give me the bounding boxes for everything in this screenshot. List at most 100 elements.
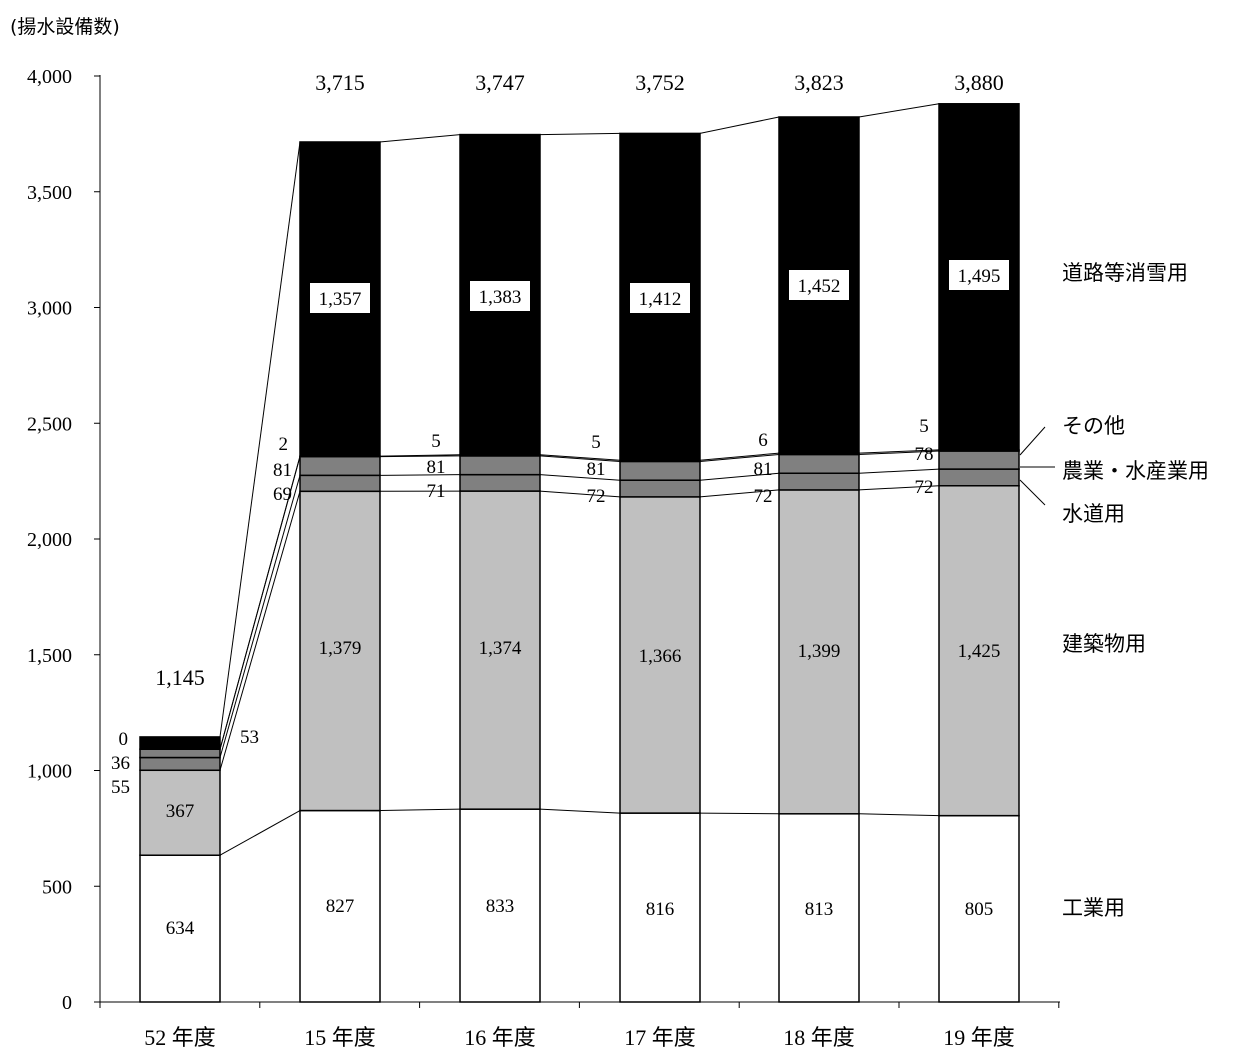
connector-line-other: [219, 455, 301, 750]
x-category-label: 15 年度: [304, 1025, 376, 1050]
connector-line-industrial: [699, 812, 780, 815]
connector-line-building: [219, 491, 301, 771]
legend-label-agri: 農業・水産業用: [1062, 459, 1209, 483]
bar-segment-building: [778, 489, 860, 815]
y-tick-label: 1,500: [27, 645, 72, 667]
data-label-snow: 1,383: [479, 287, 522, 308]
bar-segment-industrial: [299, 809, 381, 1003]
bar-segment-building: [459, 490, 541, 810]
data-label-water: 55: [111, 777, 130, 798]
data-label-box-snow: [310, 283, 370, 313]
data-label-other: 0: [119, 729, 129, 750]
data-label-box-snow: [470, 281, 530, 311]
y-tick-label: 3,000: [27, 298, 72, 320]
x-category-label: 18 年度: [783, 1025, 855, 1050]
connector-line-water: [699, 472, 780, 481]
connector-line-agri: [539, 455, 621, 462]
x-category-label: 19 年度: [943, 1025, 1015, 1050]
connector-line-building: [858, 485, 940, 491]
bar-segment-agri: [778, 453, 860, 475]
bar-total-label: 3,747: [475, 70, 525, 95]
data-label-building: 1,366: [639, 646, 682, 667]
data-label-industrial: 816: [646, 899, 675, 920]
y-axis-unit-label: (揚水設備数): [10, 16, 120, 38]
connector-line-total: [219, 141, 301, 737]
bar-segment-industrial: [139, 854, 221, 1003]
data-label-building: 1,399: [798, 641, 841, 662]
leader-line-other: [1019, 426, 1046, 456]
data-label-other: 5: [919, 416, 929, 437]
connector-line-building: [699, 489, 780, 498]
x-category-label: 17 年度: [624, 1025, 696, 1050]
bar-segment-water: [619, 479, 701, 498]
data-label-building: 367: [166, 801, 195, 822]
connector-line-agri: [858, 450, 940, 456]
bar-segment-industrial: [459, 808, 541, 1003]
connector-line-industrial: [379, 808, 461, 812]
connector-line-building: [539, 490, 621, 498]
bar-segment-agri: [938, 450, 1020, 470]
data-label-water: 72: [754, 486, 773, 507]
data-label-water: 71: [427, 481, 446, 502]
connector-line-other: [699, 452, 780, 461]
data-label-snow: 1,452: [798, 276, 841, 297]
data-label-industrial: 813: [805, 899, 834, 920]
x-category-label: 52 年度: [144, 1025, 216, 1050]
connector-line-industrial: [858, 813, 940, 817]
data-label-industrial: 805: [965, 899, 994, 920]
bar-segment-agri: [299, 455, 381, 477]
connector-line-agri: [379, 455, 461, 458]
bar-segment-water: [459, 473, 541, 492]
data-label-agri: 78: [915, 444, 934, 465]
data-label-snow: 53: [240, 727, 259, 748]
bar-segment-industrial: [778, 813, 860, 1003]
data-label-snow: 1,357: [319, 289, 362, 310]
bar-total-label: 1,145: [155, 665, 205, 690]
bar-segment-snow: [139, 736, 221, 750]
bar-segment-water: [938, 468, 1020, 487]
bar-segment-agri: [139, 748, 221, 759]
data-label-snow: 1,412: [639, 289, 682, 310]
connector-line-industrial: [219, 810, 301, 856]
connector-line-other: [379, 454, 461, 457]
connector-line-agri: [699, 454, 780, 462]
connector-line-total: [699, 116, 780, 134]
data-label-building: 1,425: [958, 641, 1001, 662]
x-category-label: 16 年度: [464, 1025, 536, 1050]
data-label-water: 69: [273, 484, 292, 505]
connector-line-total: [858, 103, 940, 118]
data-label-other: 6: [758, 430, 768, 451]
data-label-building: 1,374: [479, 638, 522, 659]
bar-segment-agri: [459, 455, 541, 476]
y-tick-label: 1,000: [27, 761, 72, 783]
connector-line-total: [539, 132, 621, 136]
data-label-box-snow: [630, 283, 690, 313]
y-tick-label: 500: [42, 876, 72, 898]
data-label-industrial: 827: [326, 896, 355, 917]
data-label-industrial: 634: [166, 918, 195, 939]
legend-label-other: その他: [1062, 414, 1125, 438]
data-label-agri: 81: [273, 460, 292, 481]
bar-segment-water: [778, 472, 860, 491]
data-label-agri: 36: [111, 753, 130, 774]
bar-segment-water: [139, 756, 221, 772]
leader-line-water: [1019, 479, 1046, 506]
bar-segment-agri: [619, 460, 701, 481]
y-tick-label: 0: [62, 992, 72, 1014]
data-label-industrial: 833: [486, 896, 515, 917]
data-label-agri: 81: [754, 459, 773, 480]
data-label-box-snow: [949, 260, 1009, 290]
bar-segment-water: [299, 474, 381, 493]
legend-label-water: 水道用: [1062, 502, 1125, 526]
data-label-other: 5: [431, 431, 441, 452]
legend-label-building: 建築物用: [1062, 632, 1146, 656]
legend-label-snow: 道路等消雪用: [1062, 261, 1188, 285]
bar-total-label: 3,880: [954, 70, 1004, 95]
data-label-water: 72: [587, 486, 606, 507]
data-label-agri: 81: [427, 457, 446, 478]
bar-segment-industrial: [938, 814, 1020, 1003]
legend-label-industrial: 工業用: [1062, 896, 1125, 920]
y-tick-label: 2,500: [27, 413, 72, 435]
data-label-agri: 81: [587, 459, 606, 480]
